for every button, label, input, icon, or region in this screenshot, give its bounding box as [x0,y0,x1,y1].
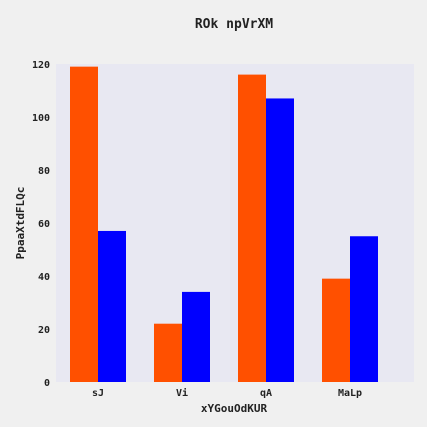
bar-qA-series-2 [266,98,294,382]
y-tick-label: 0 [44,378,50,389]
y-tick-label: 100 [32,113,50,124]
y-tick-label: 80 [38,166,50,177]
bar-MaLp-series-1 [322,278,350,382]
bars-group [70,66,378,383]
x-axis-ticks: sJ Vi qA MaLp [92,387,362,399]
x-tick-label: sJ [92,388,104,399]
y-axis-label: PpaaXtdFLQc [14,187,27,260]
x-axis-label: xYGouOdKUR [201,402,268,415]
x-tick-label: MaLp [338,388,362,399]
bar-Vi-series-1 [154,323,182,382]
x-tick-label: Vi [176,387,188,399]
y-tick-label: 60 [38,219,50,230]
y-tick-label: 40 [38,272,50,283]
bar-MaLp-series-2 [350,236,378,382]
bar-sJ-series-1 [70,66,98,383]
x-tick-label: qA [260,388,272,399]
y-axis-ticks: 0 20 40 60 80 100 120 [32,60,50,389]
y-tick-label: 20 [38,325,50,336]
chart-title: ROk npVrXM [195,17,273,32]
y-tick-label: 120 [32,60,50,71]
bar-qA-series-1 [238,74,266,382]
bar-sJ-series-2 [98,230,126,382]
bar-Vi-series-2 [182,291,210,382]
